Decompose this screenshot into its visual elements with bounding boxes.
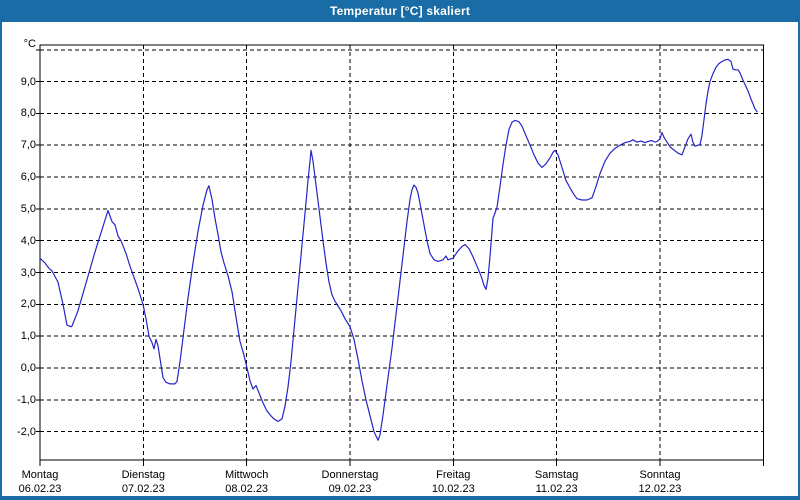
window-border-left (0, 22, 2, 500)
window-titlebar[interactable]: Temperatur [°C] skaliert (0, 0, 800, 22)
plot-frame (39, 44, 764, 461)
temperature-series-line (39, 58, 758, 441)
window-border-bottom (0, 496, 800, 500)
window-border-right (798, 22, 800, 500)
window-title: Temperatur [°C] skaliert (329, 4, 471, 18)
